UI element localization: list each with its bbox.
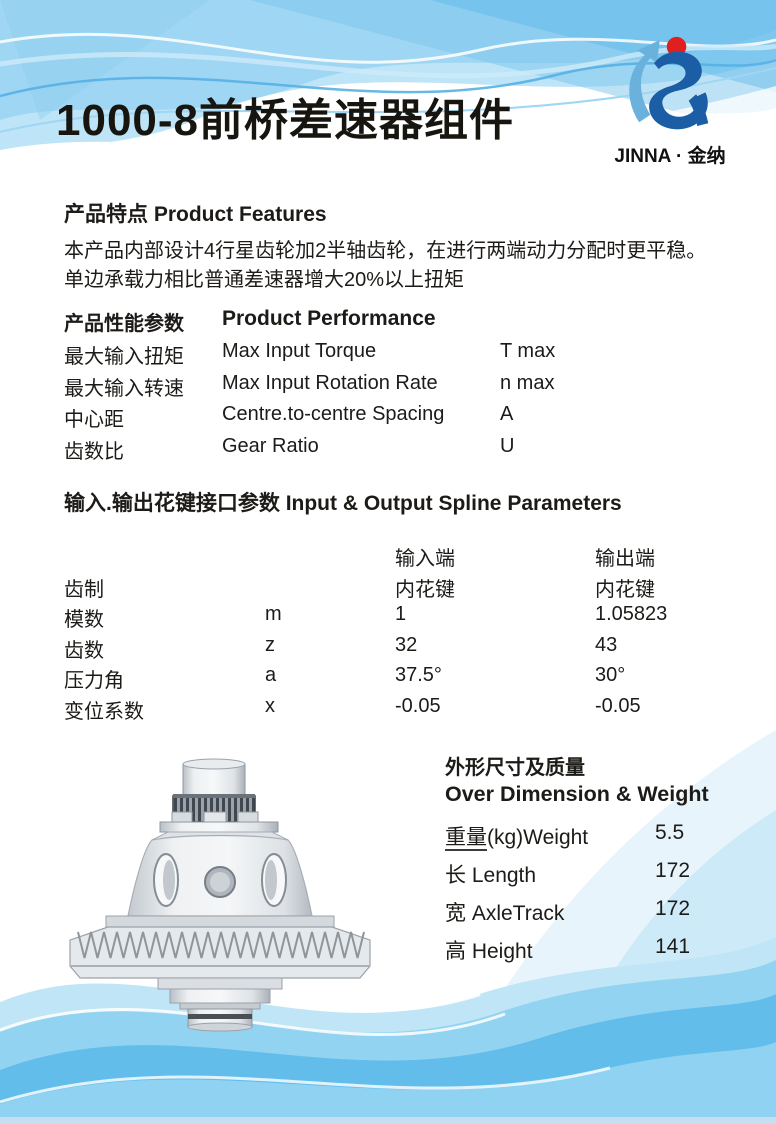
perf-cell-en: Max Input Rotation Rate [222, 371, 438, 394]
perf-cell-en: Gear Ratio [222, 434, 319, 457]
performance-heading-en: Product Performance [222, 307, 436, 330]
perf-cell-zh: 最大输入转速 [64, 377, 184, 400]
performance-heading-zh: 产品性能参数 [64, 313, 184, 335]
spline-cell-label: 模数 [64, 609, 104, 632]
spline-table: 输入端 输出端 齿制 内花键 内花键 模数 m 1 1.05823 齿数 z 3… [64, 542, 729, 726]
spline-col-header-output: 输出端 [595, 548, 655, 570]
page-title: 1000-8前桥差速器组件 [56, 96, 515, 145]
spline-cell-label: 压力角 [64, 670, 124, 693]
dimensions-section: 外形尺寸及质量 Over Dimension & Weight 重量(kg)We… [445, 756, 745, 973]
spline-cell-input: -0.05 [395, 694, 441, 717]
spline-cell-label: 齿数 [64, 639, 104, 662]
spline-heading: 输入.输出花键接口参数 Input & Output Spline Parame… [64, 487, 729, 517]
perf-cell-zh: 最大输入扭矩 [64, 346, 184, 368]
perf-cell-zh: 中心距 [64, 409, 124, 431]
differential-assembly-image [69, 758, 371, 1032]
dims-value: 172 [655, 859, 691, 882]
dims-value: 172 [655, 897, 691, 920]
dimensions-table: 重量(kg)Weight 5.5 长 Length 172 宽 AxleTrac… [445, 821, 745, 973]
perf-cell-symbol: A [500, 403, 514, 425]
performance-table: 产品性能参数 Product Performance 最大输入扭矩 Max In… [64, 307, 724, 466]
spline-cell-symbol: a [265, 664, 277, 687]
spline-cell-symbol: z [265, 633, 275, 656]
features-heading: 产品特点 Product Features [64, 198, 729, 228]
dims-heading-zh: 外形尺寸及质量 [445, 757, 585, 779]
spline-cell-label: 齿制 [64, 578, 104, 601]
perf-cell-zh: 齿数比 [64, 440, 124, 463]
spline-cell-output: 30° [595, 664, 626, 687]
brand-logo: JINNA · 金纳 [592, 34, 748, 168]
spline-cell-output: -0.05 [595, 694, 641, 717]
dims-heading-en: Over Dimension & Weight [445, 782, 709, 806]
spline-cell-label: 变位系数 [64, 700, 144, 723]
spline-cell-output: 1.05823 [595, 603, 668, 626]
spline-section: 输入.输出花键接口参数 Input & Output Spline Parame… [64, 487, 729, 726]
spline-cell-input: 37.5° [395, 664, 442, 687]
features-heading-zh: 产品特点 [64, 203, 148, 226]
features-heading-en: Product Features [153, 203, 327, 226]
spline-cell-input: 1 [395, 603, 407, 626]
dims-label: 长 Length [445, 864, 537, 887]
spline-col-header-input: 输入端 [395, 548, 455, 570]
dims-label-weight-zh: 重量 [445, 826, 487, 851]
features-body-line-2: 单边承载力相比普通差速器增大20%以上扭矩 [64, 269, 465, 291]
perf-cell-en: Max Input Torque [222, 340, 377, 362]
perf-cell-en: Centre.to-centre Spacing [222, 403, 445, 425]
perf-cell-symbol: T max [500, 340, 556, 362]
dims-label: 重量(kg)Weight [445, 821, 655, 859]
spline-heading-en: Input & Output Spline Parameters [285, 492, 622, 515]
dims-value: 141 [655, 935, 691, 958]
spline-cell-symbol: x [265, 694, 275, 717]
jinna-logo-icon [629, 36, 709, 130]
spline-cell-symbol [265, 573, 395, 604]
performance-section: 产品性能参数 Product Performance 最大输入扭矩 Max In… [64, 307, 724, 466]
brand-name: JINNA · 金纳 [614, 146, 726, 167]
spline-cell-symbol: m [265, 603, 282, 626]
dims-value: 5.5 [655, 821, 685, 844]
spline-cell-input: 32 [395, 633, 418, 656]
spline-cell-output: 43 [595, 633, 618, 656]
dims-label: 高 Height [445, 940, 533, 963]
features-body-line-1: 本产品内部设计4行星齿轮加2半轴齿轮，在进行两端动力分配时更平稳。 [64, 240, 707, 262]
dims-label-weight-rest: (kg)Weight [487, 826, 589, 849]
spline-cell-output: 内花键 [595, 578, 655, 601]
spline-heading-zh: 输入.输出花键接口参数 [64, 492, 280, 515]
perf-cell-symbol: n max [500, 371, 555, 394]
features-section: 产品特点 Product Features 本产品内部设计4行星齿轮加2半轴齿轮… [64, 198, 729, 295]
dims-label: 宽 AxleTrack [445, 902, 565, 925]
perf-cell-symbol: U [500, 434, 515, 457]
spline-cell-input: 内花键 [395, 578, 455, 601]
